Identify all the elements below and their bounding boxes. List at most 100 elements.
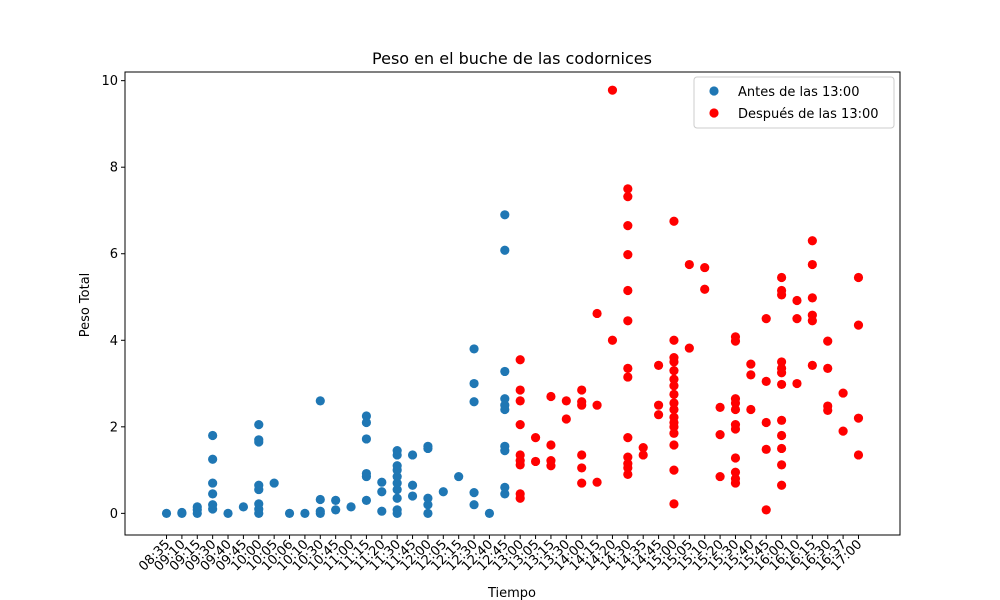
data-point-despues — [623, 433, 633, 443]
x-axis-label: Tiempo — [487, 586, 536, 600]
data-point-despues — [653, 410, 664, 420]
data-point-despues — [700, 284, 710, 294]
legend-marker-antes — [709, 86, 719, 96]
data-point-despues — [669, 381, 679, 391]
data-point-despues — [669, 352, 679, 363]
data-point-antes — [500, 441, 510, 451]
data-point-despues — [669, 412, 679, 422]
data-point-despues — [669, 499, 679, 509]
data-point-despues — [530, 433, 541, 443]
data-point-antes — [238, 502, 249, 512]
data-point-despues — [623, 316, 633, 326]
data-point-antes — [423, 508, 433, 518]
data-point-despues — [577, 478, 587, 488]
data-point-antes — [315, 506, 325, 516]
data-point-antes — [331, 505, 341, 515]
plot-frame — [124, 71, 901, 536]
data-point-despues — [776, 357, 787, 367]
data-point-despues — [561, 414, 571, 424]
y-tick-label: 8 — [110, 161, 118, 176]
data-point-antes — [392, 484, 402, 495]
data-point-despues — [577, 450, 587, 460]
data-point-antes — [423, 493, 433, 503]
y-tick-label: 6 — [110, 247, 118, 262]
data-point-despues — [730, 394, 741, 404]
data-point-despues — [776, 285, 787, 296]
data-point-antes — [484, 508, 495, 518]
data-point-despues — [684, 259, 694, 270]
data-point-despues — [623, 184, 633, 194]
data-point-despues — [776, 430, 787, 441]
data-point-despues — [807, 360, 817, 370]
data-point-despues — [623, 221, 633, 231]
data-point-despues — [592, 477, 602, 487]
data-point-antes — [469, 500, 479, 510]
data-point-despues — [607, 85, 618, 95]
data-point-antes — [192, 502, 202, 512]
data-point-antes — [454, 471, 464, 482]
data-point-despues — [761, 505, 771, 515]
data-point-antes — [361, 411, 372, 421]
data-point-despues — [515, 489, 525, 499]
data-point-antes — [361, 417, 372, 428]
legend-label-antes: Antes de las 13:00 — [738, 85, 859, 100]
data-point-antes — [208, 500, 218, 510]
data-point-antes — [331, 495, 341, 505]
data-point-despues — [638, 442, 648, 453]
data-point-antes — [407, 491, 418, 501]
y-axis-label: Peso Total — [78, 273, 93, 338]
data-point-antes — [361, 468, 372, 479]
data-point-despues — [823, 336, 833, 346]
y-tick-label: 2 — [110, 420, 118, 435]
data-point-despues — [776, 272, 787, 283]
data-point-despues — [669, 335, 679, 345]
data-point-despues — [761, 444, 771, 454]
data-point-antes — [500, 245, 510, 255]
legend-marker-despues — [709, 108, 719, 118]
data-point-despues — [546, 455, 556, 466]
data-point-antes — [407, 450, 418, 460]
data-point-antes — [500, 482, 510, 493]
data-point-antes — [423, 441, 433, 451]
y-tick-label: 0 — [110, 507, 118, 522]
data-point-despues — [823, 401, 833, 411]
data-point-despues — [653, 400, 664, 410]
data-point-despues — [669, 440, 679, 450]
data-point-antes — [469, 344, 479, 354]
chart-title: Peso en el buche de las codornices — [372, 49, 652, 68]
data-point-despues — [715, 402, 725, 412]
data-point-despues — [592, 400, 602, 410]
data-point-antes — [254, 420, 264, 430]
data-point-despues — [623, 363, 633, 374]
data-point-despues — [669, 465, 679, 475]
data-point-despues — [577, 385, 587, 395]
data-point-antes — [208, 454, 218, 464]
y-tick-label: 10 — [101, 74, 118, 89]
data-point-despues — [669, 398, 679, 408]
data-point-despues — [623, 459, 633, 469]
data-point-despues — [561, 396, 571, 406]
data-point-antes — [177, 507, 187, 518]
data-point-antes — [346, 502, 356, 512]
data-point-antes — [500, 366, 510, 377]
data-point-despues — [530, 456, 541, 467]
data-point-antes — [392, 478, 402, 488]
data-point-despues — [623, 469, 633, 480]
data-point-antes — [500, 210, 510, 220]
data-point-despues — [623, 192, 633, 202]
data-point-despues — [730, 474, 741, 484]
data-point-despues — [592, 308, 602, 319]
data-point-antes — [377, 487, 387, 497]
data-point-antes — [377, 506, 387, 516]
data-point-despues — [838, 426, 848, 436]
data-point-despues — [653, 360, 664, 370]
data-point-antes — [500, 394, 510, 404]
data-point-antes — [284, 508, 295, 518]
data-point-antes — [254, 499, 264, 509]
data-point-despues — [669, 404, 679, 415]
data-point-antes — [500, 400, 510, 410]
data-point-despues — [730, 404, 741, 415]
data-point-despues — [776, 443, 787, 454]
data-point-despues — [515, 450, 525, 460]
data-point-despues — [853, 320, 864, 330]
